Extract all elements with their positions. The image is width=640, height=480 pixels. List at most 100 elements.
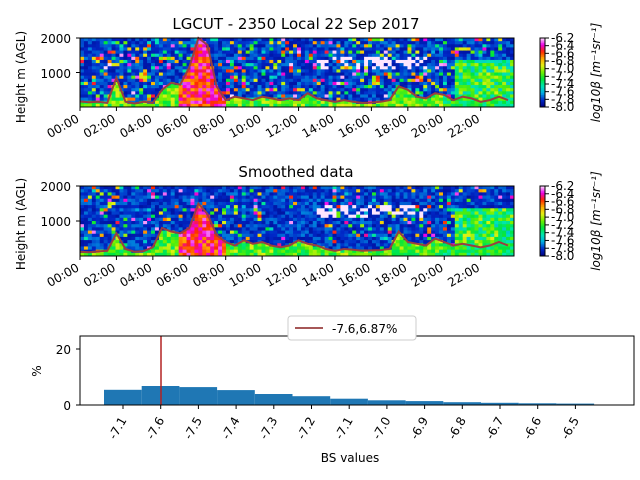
heatmap-cell xyxy=(178,88,183,92)
heatmap-cell xyxy=(395,217,400,222)
heatmap-cell xyxy=(474,221,479,225)
heatmap-cell xyxy=(423,85,428,89)
heatmap-cell xyxy=(300,72,306,77)
heatmap-cell xyxy=(431,38,436,42)
heatmap-cell xyxy=(482,94,487,98)
heatmap-cell xyxy=(87,63,93,67)
heatmap-cell xyxy=(510,217,515,222)
heatmap-cell xyxy=(356,230,361,235)
heatmap-cell xyxy=(139,227,144,231)
heatmap-cell xyxy=(494,252,499,257)
heatmap-cell xyxy=(458,236,464,241)
heatmap-cell xyxy=(352,50,357,55)
heatmap-cell xyxy=(478,249,483,254)
heatmap-cell xyxy=(107,66,112,70)
heatmap-cell xyxy=(225,103,231,108)
heatmap-cell xyxy=(289,195,294,200)
heatmap-cell xyxy=(482,205,487,209)
heatmap-cell xyxy=(162,47,168,51)
heatmap-cell xyxy=(360,75,365,80)
heatmap-cell xyxy=(506,91,511,95)
heatmap-cell xyxy=(446,97,452,102)
heatmap-cell xyxy=(462,75,468,80)
heatmap-cell xyxy=(186,246,191,251)
heatmap-cell xyxy=(269,240,274,244)
heatmap-cell xyxy=(446,44,452,48)
heatmap-cell xyxy=(348,63,353,67)
heatmap-cell xyxy=(229,81,235,86)
heatmap-cell xyxy=(277,72,282,77)
heatmap-cell xyxy=(312,252,318,257)
heatmap-cell xyxy=(439,91,444,95)
heatmap-cell xyxy=(454,78,460,83)
heatmap-cell xyxy=(218,81,223,86)
heatmap-cell xyxy=(486,94,491,98)
heatmap-cell xyxy=(269,224,274,228)
heatmap-cell xyxy=(446,38,452,42)
heatmap-cell xyxy=(190,192,195,196)
heatmap-cell xyxy=(218,230,223,235)
colorbar-tick-label: -7.8 xyxy=(551,92,574,106)
heatmap-cell xyxy=(332,56,337,61)
heatmap-cell xyxy=(506,189,511,193)
heatmap-cell xyxy=(127,227,132,231)
heatmap-cell xyxy=(261,81,266,86)
heatmap-cell xyxy=(458,189,464,193)
heatmap-cell xyxy=(269,189,274,193)
heatmap-cell xyxy=(273,192,278,196)
heatmap-cell xyxy=(364,91,369,95)
heatmap-cell xyxy=(162,201,168,206)
heatmap-cell xyxy=(379,41,385,45)
heatmap-cell xyxy=(281,201,286,206)
heatmap-cell xyxy=(320,252,326,257)
heatmap-cell xyxy=(115,246,120,251)
heatmap-cell xyxy=(415,192,420,196)
heatmap-cell xyxy=(427,41,432,45)
heatmap-cell xyxy=(316,221,322,225)
heatmap-cell xyxy=(194,217,199,222)
heatmap-cell xyxy=(364,208,369,212)
heatmap-cell xyxy=(308,195,314,200)
heatmap-cell xyxy=(304,53,310,58)
heatmap-cell xyxy=(190,75,195,80)
heatmap-cell xyxy=(293,78,298,83)
heatmap-cell xyxy=(198,201,203,206)
heatmap-cell xyxy=(249,75,254,80)
heatmap-cell xyxy=(446,233,452,238)
heatmap-cell xyxy=(324,189,329,193)
heatmap-cell xyxy=(340,208,345,212)
heatmap-cell xyxy=(91,211,97,216)
heatmap-cell xyxy=(253,189,258,193)
panel-raw-title: LGCUT - 2350 Local 22 Sep 2017 xyxy=(172,15,419,33)
heatmap-cell xyxy=(486,59,491,64)
heatmap-cell xyxy=(91,186,97,190)
heatmap-cell xyxy=(360,78,365,83)
heatmap-cell xyxy=(154,233,160,238)
heatmap-cell xyxy=(95,81,101,86)
heatmap-cell xyxy=(178,63,183,67)
heatmap-cell xyxy=(174,208,180,212)
heatmap-cell xyxy=(399,88,404,92)
heatmap-cell xyxy=(87,94,93,98)
heatmap-cell xyxy=(115,198,120,203)
heatmap-cell xyxy=(375,189,381,193)
heatmap-cell xyxy=(458,91,464,95)
heatmap-cell xyxy=(308,44,314,48)
heatmap-cell xyxy=(308,240,314,244)
heatmap-cell xyxy=(297,201,302,206)
heatmap-cell xyxy=(395,97,400,102)
heatmap-cell xyxy=(328,198,333,203)
heatmap-cell xyxy=(415,205,420,209)
heatmap-cell xyxy=(336,233,341,238)
heatmap-cell xyxy=(273,221,278,225)
heatmap-cell xyxy=(446,41,452,45)
heatmap-cell xyxy=(261,53,266,58)
heatmap-cell xyxy=(300,91,306,95)
heatmap-cell xyxy=(375,53,381,58)
heatmap-cell xyxy=(510,233,515,238)
heatmap-cell xyxy=(289,88,294,92)
heatmap-cell xyxy=(186,243,191,247)
heatmap-cell xyxy=(233,81,239,86)
heatmap-cell xyxy=(103,252,109,257)
heatmap-cell xyxy=(273,81,278,86)
